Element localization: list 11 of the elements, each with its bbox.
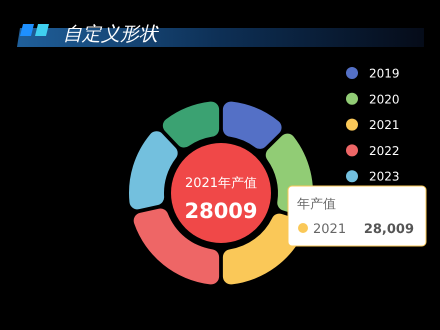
legend-label: 2020 (369, 92, 400, 106)
legend-label: 2019 (369, 66, 400, 80)
legend-label: 2022 (369, 144, 400, 158)
legend-label: 2021 (313, 222, 346, 237)
text: 2021年产值 (184, 176, 258, 191)
text: 2021 (369, 118, 400, 132)
text: 28,009 (364, 222, 414, 237)
chart-title: 自定义形状 (63, 23, 160, 45)
text: 年产值 (297, 197, 336, 212)
legend-label: 2023 (369, 170, 400, 184)
text: 28009 (184, 199, 258, 223)
